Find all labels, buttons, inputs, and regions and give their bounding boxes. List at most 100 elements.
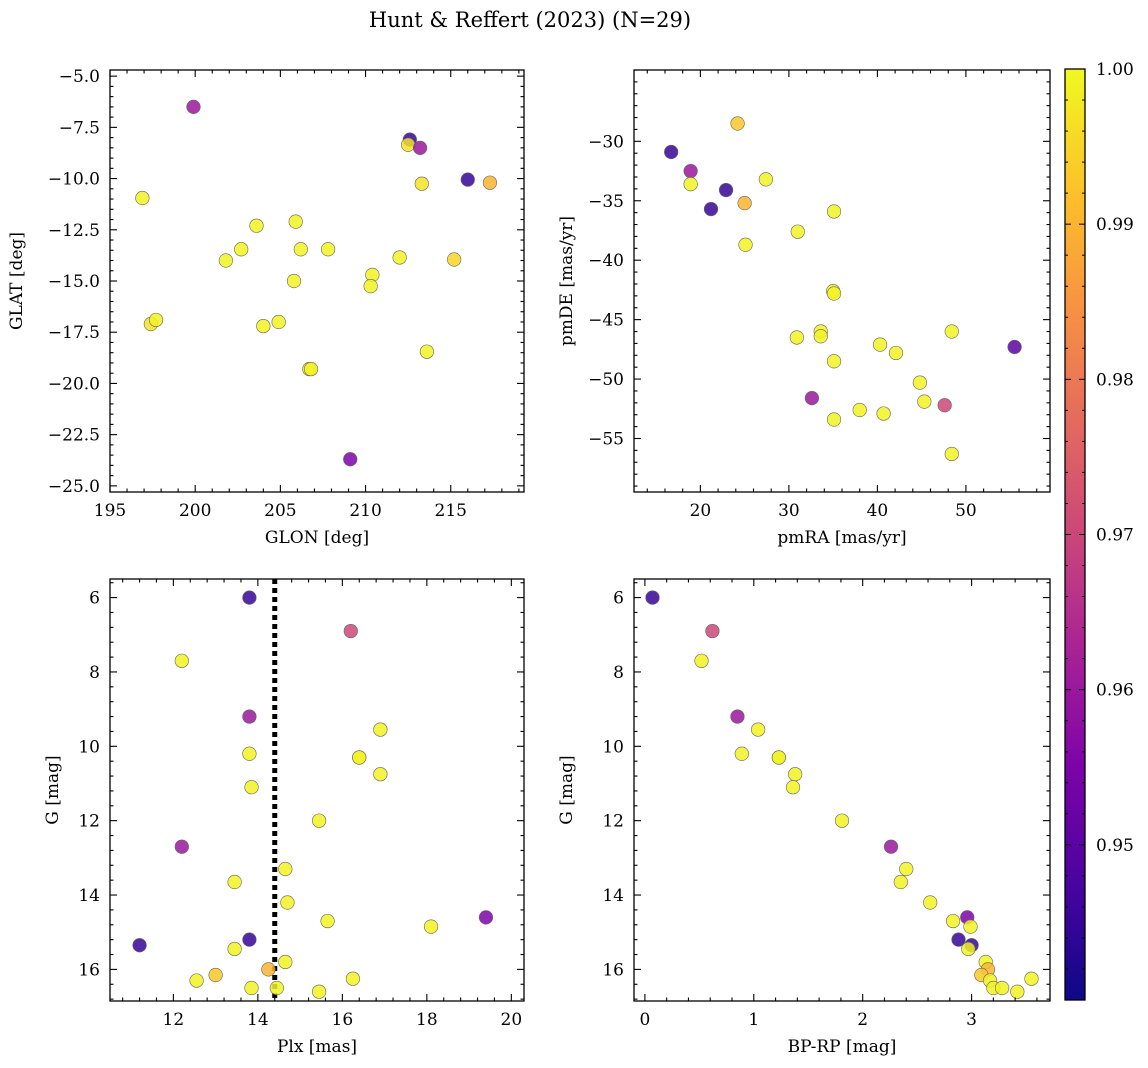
data-point [852, 402, 867, 418]
data-point [478, 910, 494, 925]
data-point [373, 722, 388, 737]
data-point [249, 218, 264, 233]
x-tick-label: 200 [179, 501, 211, 521]
x-axis-label: GLON [deg] [265, 528, 369, 548]
data-point [234, 242, 249, 257]
ticks [110, 579, 524, 1001]
data-point [447, 252, 462, 267]
y-tick-label: 10 [602, 737, 624, 757]
data-point [278, 954, 293, 970]
figure-title: Hunt & Reffert (2023) (N=29) [369, 8, 691, 32]
y-tick-label: −7.5 [59, 118, 100, 138]
data-point [1010, 984, 1025, 999]
data-point [280, 895, 295, 910]
data-point [883, 839, 899, 854]
data-point [737, 196, 752, 211]
y-tick-label: 16 [78, 960, 100, 980]
data-point [1024, 971, 1039, 986]
colorbar-tick-label: 0.97 [1096, 526, 1134, 546]
x-tick-label: 210 [349, 501, 381, 521]
data-point [242, 590, 257, 605]
y-tick-label: −15.0 [48, 272, 100, 292]
y-tick-label: 12 [78, 812, 100, 832]
y-tick-label: 14 [78, 886, 100, 906]
data-point [242, 709, 257, 724]
data-point [664, 144, 679, 160]
data-point [208, 967, 223, 983]
data-point [414, 176, 429, 191]
y-tick-label: −17.5 [48, 323, 100, 343]
data-point [256, 318, 271, 334]
panel-pmra-pmde: 20 30 40 50 −55 −50 −45 −40 −35 −30 pmRA [mas/yr] p… [557, 69, 1051, 548]
data-point [790, 224, 805, 239]
axes-frame [109, 69, 525, 493]
data-point [288, 214, 303, 229]
data-point [174, 839, 189, 854]
y-tick-label: −22.5 [48, 426, 100, 446]
data-point [286, 273, 302, 289]
x-tick-label: 14 [247, 1010, 269, 1030]
data-point [718, 182, 734, 198]
data-point [1007, 339, 1022, 355]
data-point [738, 237, 753, 252]
data-point [244, 780, 259, 795]
colorbar-tick-label: 0.95 [1096, 836, 1134, 856]
scatter-points [135, 99, 498, 467]
data-point [135, 190, 150, 206]
data-point [703, 201, 719, 217]
data-point [227, 874, 242, 890]
y-tick-label: −25.0 [48, 477, 100, 497]
data-point [373, 767, 388, 782]
colorbar-gradient [1065, 69, 1085, 1000]
y-axis-label: GLAT [deg] [7, 232, 27, 330]
data-point [730, 709, 745, 724]
data-point [705, 623, 720, 639]
data-point [694, 653, 709, 668]
y-axis-label: pmDE [mas/yr] [557, 216, 577, 346]
axes-frame [109, 578, 525, 1002]
data-point [261, 962, 276, 977]
axes-frame [633, 578, 1051, 1002]
x-axis-label: pmRA [mas/yr] [777, 528, 906, 548]
data-point [218, 253, 233, 268]
data-point [963, 919, 978, 934]
data-point [813, 329, 828, 344]
data-point [392, 250, 407, 265]
data-point [834, 813, 850, 828]
data-point [460, 172, 475, 187]
colorbar-tick-label: 0.98 [1096, 370, 1134, 390]
x-axis-label: Plx [mas] [277, 1037, 357, 1057]
data-point [186, 99, 201, 114]
data-point [876, 406, 891, 421]
x-tick-label: 20 [501, 1010, 523, 1030]
y-tick-label: −10.0 [48, 170, 100, 190]
x-tick-label: 12 [163, 1010, 185, 1030]
x-tick-label: 205 [264, 501, 296, 521]
colorbar-tick-label: 0.99 [1096, 215, 1134, 235]
x-tick-label: 0 [639, 1010, 650, 1030]
data-point [401, 137, 416, 152]
data-point [343, 623, 358, 639]
data-point [683, 163, 698, 179]
y-tick-label: 8 [613, 663, 624, 683]
panel-plx-g: 12 14 16 18 20 6 8 10 12 14 16 Plx [mas] G [mag] [43, 578, 525, 1057]
data-point [937, 398, 952, 413]
data-point [944, 324, 959, 339]
y-tick-label: 16 [602, 960, 624, 980]
panel-glon-glat: 195 200 205 210 215 −25.0 −22.5 −20.0 −17.5 −15.0… [7, 67, 525, 548]
data-point [872, 337, 888, 352]
data-point [826, 286, 842, 301]
data-point [951, 932, 966, 947]
data-point [482, 175, 498, 190]
y-tick-label: 8 [89, 663, 100, 683]
y-tick-label: −5.0 [59, 67, 100, 87]
data-point [242, 746, 257, 761]
data-point [278, 861, 293, 877]
y-tick-label: 14 [602, 886, 624, 906]
data-point [945, 913, 961, 929]
colorbar-frame [1064, 68, 1086, 1001]
ticks [634, 69, 1050, 492]
data-point [303, 361, 319, 377]
data-point [320, 913, 335, 929]
data-point [804, 390, 820, 406]
